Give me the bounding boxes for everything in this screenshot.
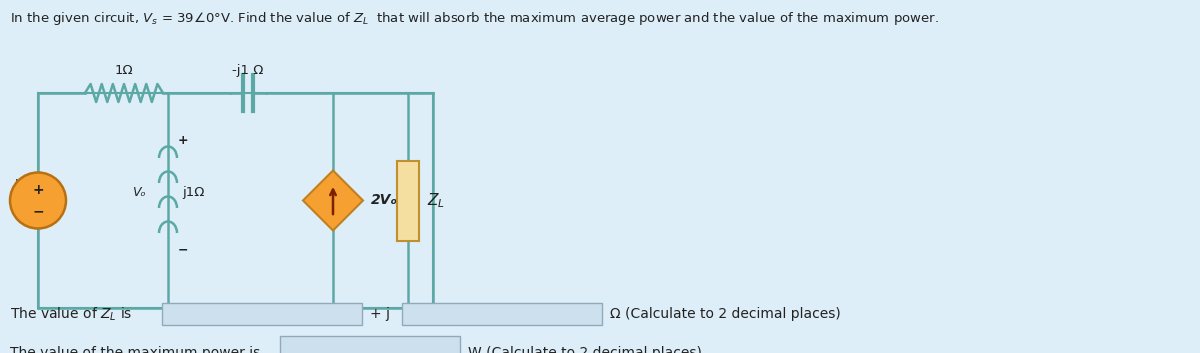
Text: The value of $Z_L$ is: The value of $Z_L$ is	[10, 305, 132, 323]
Text: In the given circuit, $V_s$ = 39∠0°V. Find the value of $Z_L$  that will absorb : In the given circuit, $V_s$ = 39∠0°V. Fi…	[10, 10, 938, 27]
FancyBboxPatch shape	[38, 93, 433, 308]
Text: −: −	[178, 244, 188, 257]
Circle shape	[10, 173, 66, 228]
Text: Ω (Calculate to 2 decimal places): Ω (Calculate to 2 decimal places)	[610, 307, 841, 321]
FancyBboxPatch shape	[280, 336, 460, 353]
Polygon shape	[302, 170, 364, 231]
FancyBboxPatch shape	[162, 303, 362, 325]
FancyBboxPatch shape	[402, 303, 602, 325]
Text: 2Vₒ: 2Vₒ	[371, 193, 398, 208]
FancyBboxPatch shape	[397, 161, 419, 240]
Text: The value of the maximum power is: The value of the maximum power is	[10, 346, 260, 353]
Text: +: +	[178, 134, 188, 147]
Text: Vₒ: Vₒ	[132, 186, 146, 199]
Text: $V_s$: $V_s$	[13, 177, 30, 194]
Text: $Z_L$: $Z_L$	[427, 191, 445, 210]
Text: j1Ω: j1Ω	[182, 186, 204, 199]
Text: −: −	[32, 204, 44, 219]
Text: +: +	[32, 184, 44, 197]
Text: + j: + j	[370, 307, 390, 321]
Text: -j1 Ω: -j1 Ω	[233, 64, 264, 77]
Text: 1Ω: 1Ω	[115, 64, 133, 77]
Text: W (Calculate to 2 decimal places): W (Calculate to 2 decimal places)	[468, 346, 702, 353]
